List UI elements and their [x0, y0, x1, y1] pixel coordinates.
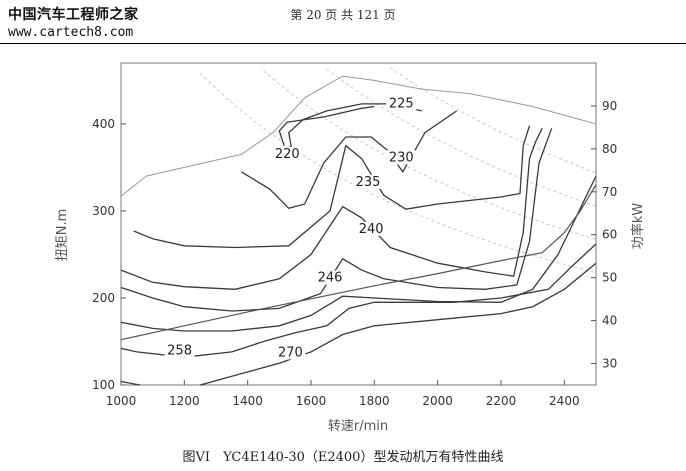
contour-line-extra-8 — [200, 262, 597, 386]
contour-label: 246 — [318, 271, 343, 286]
contour-labels: 225 220 230 235 240 246 258 270 — [164, 96, 417, 360]
outer-torque-curve — [120, 75, 597, 197]
y2-tick-label: 70 — [602, 185, 617, 199]
y-tick-label: 300 — [92, 204, 115, 218]
bsfc-contours — [120, 103, 597, 386]
contour-line-270 — [120, 243, 597, 358]
figure-caption: 图VI YC4E140-30（E2400）型发动机万有特性曲线 — [182, 450, 504, 465]
power-curve — [120, 184, 597, 341]
contour-line-258 — [120, 175, 597, 332]
x-tick-label: 1600 — [296, 394, 327, 408]
y2-tick-label: 40 — [602, 314, 617, 328]
boundary-curves — [120, 75, 597, 341]
x-tick-label: 2200 — [486, 394, 517, 408]
y2-tick-label: 80 — [602, 142, 617, 156]
contour-label: 235 — [356, 175, 381, 190]
x-tick-label: 1200 — [169, 394, 200, 408]
y2-tick-label: 50 — [602, 271, 617, 285]
contour-line-246 — [120, 128, 553, 312]
page-info: 第 20 页 共 121 页 — [290, 8, 396, 22]
isopower-line-90 — [389, 67, 597, 174]
y2-axis-label: 功率kW — [630, 203, 646, 250]
contour-label: 258 — [167, 344, 192, 359]
contour-label: 220 — [275, 147, 300, 162]
contour-line-extra-9 — [120, 380, 141, 386]
isopower-line-60 — [199, 72, 597, 274]
contour-label-bg — [275, 345, 306, 360]
x-tick-label: 1000 — [106, 394, 137, 408]
contour-label-bg — [164, 343, 195, 358]
isopower-line-70 — [263, 70, 597, 240]
contour-label-bg — [386, 96, 417, 111]
x-tick-label: 2000 — [422, 394, 453, 408]
y-tick-label: 400 — [92, 117, 115, 131]
y2-tick-label: 60 — [602, 228, 617, 242]
contour-label: 230 — [389, 150, 414, 165]
y2-tick-label: 90 — [602, 99, 617, 113]
contour-label: 240 — [359, 222, 384, 237]
contour-line-235 — [133, 125, 531, 249]
contour-label: 225 — [389, 97, 414, 112]
isopower-line-80 — [326, 68, 597, 207]
x-tick-label: 1800 — [359, 394, 390, 408]
y-tick-label: 100 — [92, 378, 115, 392]
y-tick-label: 200 — [92, 291, 115, 305]
contour-line-220 — [278, 105, 375, 146]
y-axis-label: 扭矩N.m — [55, 209, 70, 262]
x-tick-label: 2400 — [549, 394, 580, 408]
contour-label-bg — [353, 174, 383, 189]
x-axis-label: 转速r/min — [328, 419, 388, 434]
contour-label-bg — [315, 270, 345, 285]
contour-label-bg — [356, 221, 387, 236]
plot-frame — [120, 62, 597, 386]
x-axis-ticks: 1000 1200 1400 1600 1800 2000 2200 2400 — [106, 380, 580, 408]
site-url[interactable]: www.cartech8.com — [8, 25, 134, 40]
contour-label-bg — [386, 150, 417, 165]
contour-label-bg — [272, 146, 303, 161]
y2-axis-ticks: 30 40 50 60 70 80 90 — [591, 99, 617, 371]
y-axis-ticks: 100 200 300 400 — [92, 117, 126, 392]
x-tick-label: 1400 — [232, 394, 263, 408]
site-logo: 中国汽车工程师之家 — [8, 7, 139, 23]
contour-label: 270 — [278, 345, 303, 360]
isopower-lines — [199, 67, 597, 274]
header-divider — [0, 43, 686, 44]
y2-tick-label: 30 — [602, 357, 617, 371]
